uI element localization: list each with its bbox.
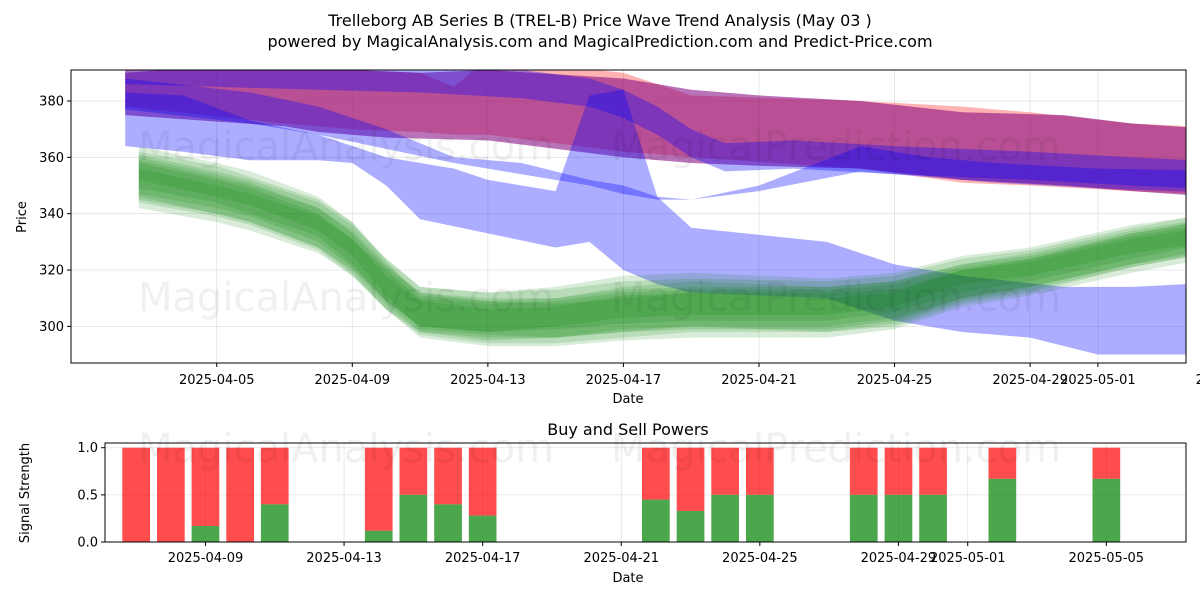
price-y-tick-label: 300 xyxy=(39,320,64,335)
buy-bar xyxy=(434,504,462,542)
price-x-axis-label: Date xyxy=(612,392,643,407)
watermark-3: MagicalAnalysis.com xyxy=(138,275,554,321)
sell-bar xyxy=(988,447,1017,479)
watermark-6: MagicalPrediction.com xyxy=(611,426,1061,472)
sell-bar xyxy=(711,447,739,495)
signal-x-tick-label: 2025-04-17 xyxy=(445,551,521,566)
watermark-5: MagicalAnalysis.com xyxy=(138,426,554,472)
buy-bar xyxy=(260,504,289,542)
sell-bar xyxy=(676,447,705,511)
sell-bar xyxy=(260,447,289,505)
price-y-tick-label: 380 xyxy=(39,94,64,109)
price-bands xyxy=(125,70,1186,355)
signal-y-tick-label: 1.0 xyxy=(77,441,98,456)
price-x-tick-label: 2025-05-05 xyxy=(1196,373,1200,388)
buy-bar xyxy=(884,494,913,542)
green-band-3 xyxy=(138,163,1186,344)
buy-bar xyxy=(988,478,1017,542)
blue-band-3 xyxy=(125,89,1186,355)
chart-subtitle: powered by MagicalAnalysis.com and Magic… xyxy=(267,32,932,51)
signal-x-axis-label: Date xyxy=(612,571,643,586)
blue-band-2 xyxy=(125,70,1186,188)
chart-title: Trelleborg AB Series B (TREL-B) Price Wa… xyxy=(327,11,872,30)
price-x-tick-label: 2025-04-17 xyxy=(586,373,662,388)
sell-bar xyxy=(919,447,947,495)
sell-bar xyxy=(157,447,185,542)
signal-x-tick-label: 2025-04-21 xyxy=(583,551,659,566)
price-y-tick-label: 360 xyxy=(39,151,64,166)
price-x-tick-label: 2025-04-09 xyxy=(315,373,391,388)
price-x-tick-label: 2025-04-25 xyxy=(857,373,933,388)
price-x-tick-label: 2025-05-01 xyxy=(1060,373,1136,388)
signal-x-tick-label: 2025-05-01 xyxy=(930,551,1006,566)
buy-bar xyxy=(399,494,428,542)
sell-bar xyxy=(1092,447,1121,479)
green-band-7 xyxy=(138,160,1186,338)
price-y-tick-label: 320 xyxy=(39,264,64,279)
price-x-tick-label: 2025-04-29 xyxy=(992,373,1068,388)
buy-bar xyxy=(711,494,739,542)
buy-bar xyxy=(919,494,947,542)
signal-y-ticks: 0.0 0.5 1.0 xyxy=(77,441,105,551)
signal-panel-title: Buy and Sell Powers xyxy=(547,420,709,439)
signal-x-tick-label: 2025-04-13 xyxy=(306,551,382,566)
signal-y-tick-label: 0.5 xyxy=(77,488,98,503)
buy-bar xyxy=(746,494,774,542)
buy-bar xyxy=(191,526,220,542)
watermark-1: MagicalAnalysis.com xyxy=(138,124,554,170)
blue-band-1 xyxy=(125,78,1186,200)
price-y-ticks: 300 320 340 360 380 xyxy=(39,94,71,335)
signal-panel: Buy and Sell Powers MagicalAnalysis.com … xyxy=(18,420,1187,586)
watermark-2: MagicalPrediction.com xyxy=(611,124,1061,170)
buy-bar xyxy=(849,494,878,542)
signal-axes-frame xyxy=(104,442,1187,543)
sell-bar xyxy=(746,447,774,495)
sell-bar xyxy=(642,447,670,500)
watermark-4: MagicalPrediction.com xyxy=(611,275,1061,321)
price-panel: MagicalAnalysis.com MagicalPrediction.co… xyxy=(15,69,1200,407)
purple-band xyxy=(125,70,1186,195)
buy-bar xyxy=(676,510,705,542)
signal-x-tick-label: 2025-05-05 xyxy=(1069,551,1145,566)
green-band-5 xyxy=(138,168,1186,347)
sell-bar xyxy=(399,447,428,495)
signal-y-tick-label: 0.0 xyxy=(77,536,98,551)
sell-bar xyxy=(122,447,150,542)
price-y-tick-label: 340 xyxy=(39,207,64,222)
buy-bar xyxy=(642,499,670,542)
green-band-1 xyxy=(138,151,1186,332)
sell-bar xyxy=(849,447,878,495)
price-axes-frame xyxy=(70,69,1187,364)
price-x-tick-label: 2025-04-21 xyxy=(721,373,797,388)
sell-bar xyxy=(468,447,497,516)
sell-bar xyxy=(884,447,913,495)
price-x-tick-label: 2025-04-13 xyxy=(450,373,526,388)
signal-x-tick-label: 2025-04-29 xyxy=(861,551,937,566)
signal-x-tick-label: 2025-04-25 xyxy=(722,551,798,566)
sell-bar xyxy=(226,447,254,542)
sell-bar xyxy=(191,447,220,526)
buy-bar xyxy=(364,530,393,542)
price-x-ticks: 2025-04-05 2025-04-09 2025-04-13 2025-04-17… xyxy=(179,363,1200,388)
green-band-6 xyxy=(138,154,1186,332)
price-x-tick-label: 2025-04-05 xyxy=(179,373,255,388)
sell-bar xyxy=(434,447,462,505)
buy-bar xyxy=(1092,478,1121,542)
signal-bars xyxy=(122,447,1121,542)
signal-x-tick-label: 2025-04-09 xyxy=(168,551,244,566)
green-band-2 xyxy=(138,157,1186,341)
buy-bar xyxy=(468,515,497,542)
signal-x-ticks: 2025-04-09 2025-04-13 2025-04-17 2025-04-21… xyxy=(168,542,1144,566)
sell-bar xyxy=(364,447,393,531)
green-band-4 xyxy=(138,146,1186,338)
signal-y-axis-label: Signal Strength xyxy=(18,443,33,543)
price-y-axis-label: Price xyxy=(15,201,30,233)
